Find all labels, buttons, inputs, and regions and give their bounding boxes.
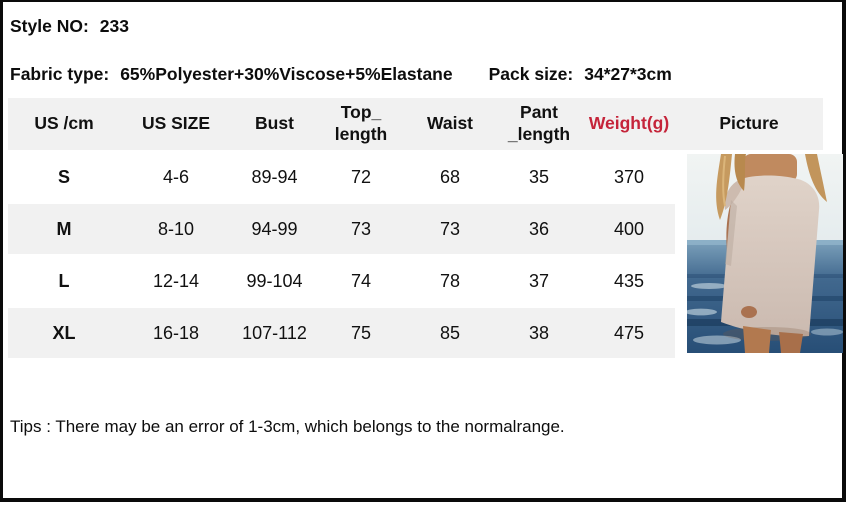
column-header-picture: Picture — [675, 98, 823, 152]
style-no-line: Style NO: 233 — [10, 16, 129, 37]
cell-us-size: 4-6 — [120, 151, 232, 204]
cell-waist: 78 — [405, 255, 495, 308]
cell-top-length: 74 — [317, 255, 405, 308]
cell-top-length: 75 — [317, 307, 405, 360]
cell-pant-length: 38 — [495, 307, 583, 360]
page-frame: Style NO: 233 Fabric type: 65%Polyester+30… — [0, 0, 846, 502]
cell-size: M — [8, 203, 120, 256]
style-no-value: 233 — [99, 16, 129, 36]
table-row-xl: XL 16-18 107-112 75 85 38 475 — [8, 307, 823, 360]
column-header-weight: Weight(g) — [583, 98, 675, 152]
style-no-label: Style NO: — [10, 16, 89, 36]
column-header-waist: Waist — [405, 98, 495, 152]
fabric-type-value: 65%Polyester+30%Viscose+5%Elastane — [120, 64, 453, 84]
tips-text: Tips : There may be an error of 1-3cm, w… — [10, 417, 565, 436]
cell-weight: 475 — [583, 307, 675, 360]
column-header-us-size: US SIZE — [120, 98, 232, 152]
table-row-l: L 12-14 99-104 74 78 37 435 — [8, 255, 823, 308]
cell-size: XL — [8, 307, 120, 360]
cell-size: L — [8, 255, 120, 308]
pack-size-value: 34*27*3cm — [584, 64, 672, 84]
column-header-top-length: Top_ length — [317, 98, 405, 152]
cell-waist: 73 — [405, 203, 495, 256]
cell-waist: 85 — [405, 307, 495, 360]
size-chart-header-row: US /cm US SIZE Bust Top_ length Waist Pa… — [8, 98, 823, 152]
cell-weight: 370 — [583, 151, 675, 204]
cell-top-length: 72 — [317, 151, 405, 204]
table-row-m: M 8-10 94-99 73 73 36 400 — [8, 203, 823, 256]
pack-size-label: Pack size: — [488, 64, 574, 84]
product-photo — [687, 154, 843, 353]
size-chart-table: US /cm US SIZE Bust Top_ length Waist Pa… — [8, 98, 823, 360]
cell-weight: 400 — [583, 203, 675, 256]
cell-us-size: 8-10 — [120, 203, 232, 256]
cell-bust: 99-104 — [232, 255, 317, 308]
cell-bust: 89-94 — [232, 151, 317, 204]
cell-top-length: 73 — [317, 203, 405, 256]
cell-pant-length: 36 — [495, 203, 583, 256]
cell-waist: 68 — [405, 151, 495, 204]
column-header-bust: Bust — [232, 98, 317, 152]
cell-us-size: 12-14 — [120, 255, 232, 308]
cell-bust: 94-99 — [232, 203, 317, 256]
cell-pant-length: 37 — [495, 255, 583, 308]
fabric-pack-line: Fabric type: 65%Polyester+30%Viscose+5%El… — [10, 64, 672, 85]
model-figure — [716, 154, 827, 353]
cell-us-size: 16-18 — [120, 307, 232, 360]
fabric-type-label: Fabric type: — [10, 64, 110, 84]
cell-bust: 107-112 — [232, 307, 317, 360]
column-header-us-cm: US /cm — [8, 98, 120, 152]
cell-size: S — [8, 151, 120, 204]
cell-pant-length: 35 — [495, 151, 583, 204]
column-header-pant-length: Pant _length — [495, 98, 583, 152]
cell-weight: 435 — [583, 255, 675, 308]
